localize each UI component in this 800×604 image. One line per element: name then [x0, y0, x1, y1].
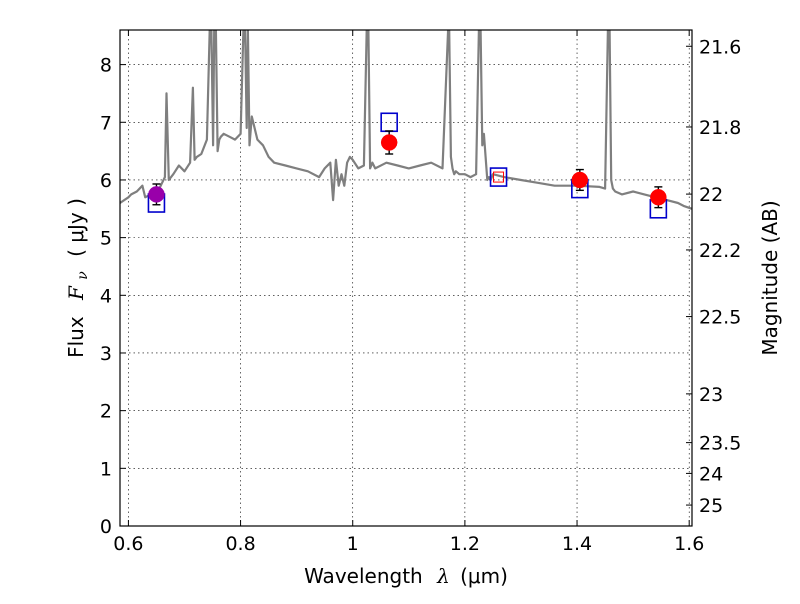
x-tick-label: 1.6	[674, 533, 704, 555]
y-right-tick-label: 24	[699, 463, 723, 485]
x-axis-title: Wavelength λ (μm)	[304, 564, 508, 588]
y-right-tick-label: 25	[699, 495, 723, 517]
observed-point	[380, 134, 398, 151]
x-axis-title-prefix: Wavelength	[304, 564, 423, 588]
x-tick-label: 1.2	[450, 533, 480, 555]
plot-frame	[119, 29, 693, 527]
spectrum-series	[120, 30, 692, 210]
y-axis-left-title-unit: ( μJy )	[64, 198, 88, 257]
observed-point-hollow	[493, 171, 505, 183]
y-right-tick-label: 21.8	[699, 117, 741, 139]
photometry-points	[147, 112, 668, 219]
x-tick-label: 1	[347, 533, 359, 555]
y-right-tick-label: 21.6	[699, 36, 741, 58]
x-axis: 0.6 0.8 1 1.2 1.4 1.6	[113, 30, 704, 555]
observed-point	[148, 186, 165, 203]
y-left-tick-label: 7	[100, 112, 112, 134]
y-axis-left-title: Flux F ν ( μJy )	[64, 198, 92, 358]
y-left-tick-label: 1	[100, 458, 112, 480]
y-axis-left-title-subscript: ν	[75, 271, 91, 280]
x-axis-title-symbol: λ	[436, 564, 450, 588]
observed-point	[571, 171, 589, 189]
y-left-tick-label: 3	[100, 343, 112, 365]
y-axis-left-title-symbol: F	[64, 285, 88, 301]
y-left-tick-label: 2	[100, 401, 112, 423]
x-tick-label: 0.8	[225, 533, 255, 555]
y-axis-right-title: Magnitude (AB)	[758, 200, 782, 355]
y-right-tick-label: 22.5	[699, 307, 741, 329]
y-right-tick-label: 22	[699, 184, 723, 206]
y-left-tick-label: 6	[100, 170, 112, 192]
y-axis-left-title-prefix: Flux	[64, 316, 88, 358]
y-axis-right: 21.6 21.8 22 22.2 22.5 23 23.5 24 25	[686, 36, 741, 517]
y-right-tick-label: 22.2	[699, 240, 741, 262]
x-axis-title-unit: (μm)	[460, 564, 508, 588]
y-left-tick-label: 4	[100, 285, 112, 307]
x-tick-label: 1.4	[562, 533, 592, 555]
x-tick-label: 0.6	[113, 533, 143, 555]
observed-point	[650, 189, 667, 206]
y-left-tick-label: 0	[100, 516, 112, 538]
y-left-tick-label: 8	[100, 55, 112, 77]
y-right-tick-label: 23	[699, 384, 723, 406]
y-axis-left: 0 1 2 3 4 5 6 7 8	[100, 55, 126, 538]
y-right-tick-label: 23.5	[699, 433, 741, 455]
y-left-tick-label: 5	[100, 228, 112, 250]
spectrum-line	[120, 30, 692, 210]
model-point-square	[489, 167, 508, 187]
